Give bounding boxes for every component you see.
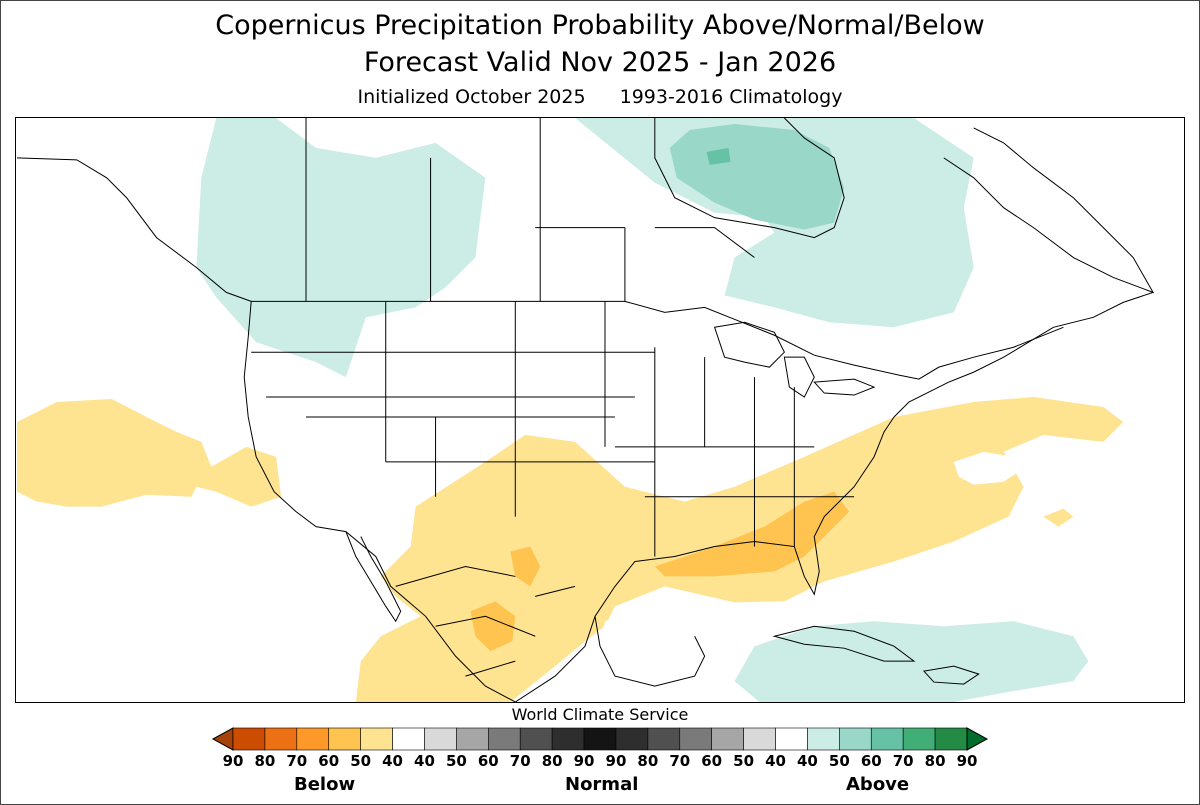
below-50-60-mexico xyxy=(470,601,516,652)
hispaniola-outline xyxy=(922,665,980,685)
legend-category-above: Above xyxy=(846,774,910,795)
west-coastline xyxy=(16,157,516,702)
initialized-label: Initialized October 2025 xyxy=(357,86,586,108)
yucatan xyxy=(594,616,706,687)
above-40-50-canada-west xyxy=(196,118,486,378)
below-gulf-tail xyxy=(1043,508,1074,527)
east-coastline xyxy=(893,291,1154,418)
map-subtitle: Initialized October 2025 1993-2016 Clima… xyxy=(0,86,1200,108)
great-lakes xyxy=(713,321,876,398)
below-50-60-texas xyxy=(510,546,541,587)
below-40-50-pacific xyxy=(16,399,282,507)
canada-us-border xyxy=(251,300,1064,380)
map-title-line-2: Forecast Valid Nov 2025 - Jan 2026 xyxy=(363,47,837,78)
cuba-outline xyxy=(772,625,916,662)
canada-province-lines xyxy=(305,118,755,302)
climatology-label: 1993-2016 Climatology xyxy=(619,86,843,108)
legend-category-normal: Normal xyxy=(565,774,639,795)
below-normal-regions xyxy=(16,397,1124,702)
baja-peninsula xyxy=(345,531,402,623)
forecast-map xyxy=(15,117,1185,703)
below-hole-2 xyxy=(600,611,675,677)
above-60-70-spot xyxy=(706,147,731,165)
below-50-60-southeast xyxy=(654,491,850,577)
mexico-state-lines xyxy=(395,565,576,677)
hudson-bay xyxy=(654,118,845,239)
map-title-line-1: Copernicus Precipitation Probability Abo… xyxy=(215,10,985,41)
data-credit: World Climate Service xyxy=(511,705,689,724)
us-state-lines xyxy=(251,301,855,557)
legend-category-below: Below xyxy=(294,774,356,795)
boundaries xyxy=(16,118,1155,702)
labrador-coast xyxy=(943,127,1155,294)
below-hole-1 xyxy=(953,451,1019,485)
above-50-60-hudson-bay-core xyxy=(669,123,845,230)
